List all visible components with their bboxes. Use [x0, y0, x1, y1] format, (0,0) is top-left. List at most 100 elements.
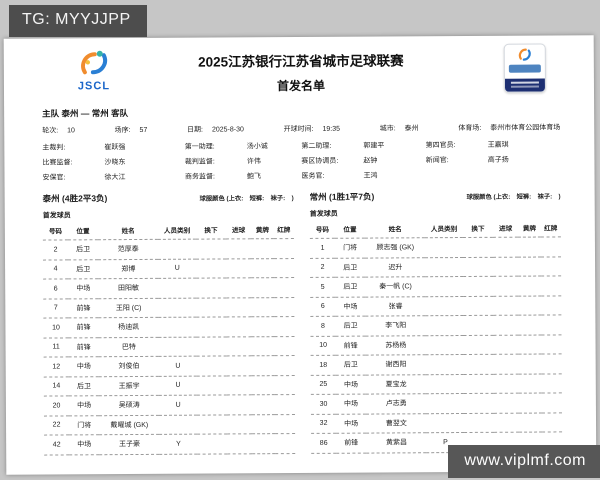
cell-red: [541, 334, 562, 355]
jscl-logo: JSCL: [64, 49, 124, 92]
cell-yellow: [251, 316, 275, 337]
cell-red: [274, 355, 295, 376]
cell-category: [158, 317, 197, 337]
cell-yellow: [519, 373, 542, 394]
cell-position: 后卫: [68, 259, 99, 279]
pair-label: 城市:: [379, 125, 396, 133]
cell-substituted: [196, 258, 227, 279]
cell-position: 门将: [334, 238, 366, 258]
pair-value: 鲍飞: [246, 173, 261, 181]
cell-substituted: [463, 393, 495, 414]
col-substituted: 换下: [462, 220, 494, 238]
table-row: 14 后卫 王振宇 U: [43, 375, 295, 397]
table-row: 1 门将 顾志强 (GK): [309, 236, 562, 258]
cell-position: 后卫: [335, 355, 366, 375]
cell-substituted: [463, 315, 494, 336]
col-yellow: 黄牌: [251, 222, 274, 239]
pair-value: 王嘉琪: [487, 141, 509, 149]
cell-name: 李飞阳: [365, 315, 426, 336]
cell-position: 前锋: [336, 433, 367, 453]
cell-number: 6: [43, 278, 69, 299]
label-value-pair: 主裁判: 崔跃强: [42, 142, 184, 153]
cell-red: [274, 336, 295, 356]
cell-name: 王振宇: [98, 375, 160, 396]
cell-position: 后卫: [335, 277, 366, 297]
home-table-body: 2 后卫 范厚泰 4 后卫 郑博 U 6 中场 田阳敏 7 前锋 王阳 (C): [42, 238, 296, 455]
away-players-table: 号码 位置 姓名 人员类别 换下 进球 黄牌 红牌 1 门将 顾志强 (GK): [309, 220, 563, 453]
cell-name: 苏杨杨: [365, 335, 427, 356]
cell-position: 后卫: [335, 257, 366, 278]
cell-goals: [493, 354, 520, 374]
cell-red: [273, 277, 295, 298]
cell-yellow: [252, 394, 275, 415]
col-name: 姓名: [365, 221, 426, 239]
match-info-row: 轮次: 10 场序: 57 日期: 2025-8-30 开球时间: 19:35 …: [42, 122, 560, 135]
team-tables: 泰州 (4胜2平3负) 球服颜色 (上衣: 短裤: 袜子: ) 首发球员 号码 …: [43, 189, 563, 455]
cell-category: [425, 296, 464, 316]
cell-substituted: [195, 238, 227, 259]
table-row: 11 前锋 巴特: [43, 336, 295, 358]
cell-goals: [493, 295, 519, 316]
cell-position: 后卫: [68, 376, 100, 396]
label-value-pair: 新闻官: 高子扬: [426, 154, 561, 165]
cell-substituted: [463, 373, 495, 394]
table-row: 18 后卫 谢西阳: [310, 353, 562, 375]
cell-red: [274, 433, 296, 454]
telegram-watermark: TG: MYYJJPP: [9, 5, 147, 37]
table-row: 8 后卫 李飞阳: [310, 314, 562, 336]
table-row: 10 前锋 苏杨杨: [310, 334, 562, 356]
table-row: 12 中场 刘俊伯 U: [43, 355, 295, 377]
cell-position: 中场: [335, 296, 366, 317]
cell-name: 戴曜城 (GK): [99, 414, 160, 435]
col-category: 人员类别: [425, 221, 463, 238]
cell-yellow: [518, 334, 542, 355]
col-name: 姓名: [98, 222, 159, 240]
cell-name: 迟升: [365, 257, 426, 278]
cell-name: 杨迪凯: [98, 317, 159, 338]
cell-number: 2: [42, 239, 69, 260]
document-header: JSCL 2025江苏银行江苏省城市足球联赛 首发名单: [42, 43, 560, 106]
col-position: 位置: [67, 223, 99, 240]
cell-position: 前锋: [68, 298, 99, 318]
cell-position: 中场: [68, 356, 99, 377]
table-row: 42 中场 王子豪 Y: [44, 433, 296, 455]
cell-category: [158, 336, 197, 357]
officials-grid: 主裁判: 崔跃强 第一助理: 汤小诚 第二助理: 郭建平 第四官员: 王嘉琪 比…: [42, 139, 560, 182]
col-substituted: 换下: [195, 222, 227, 240]
cell-red: [541, 392, 562, 413]
sponsor-badge-footer: [504, 78, 546, 92]
cell-name: 田阳敏: [98, 278, 159, 299]
label-value-pair: 裁判监督: 许伟: [185, 156, 302, 167]
cell-name: 夏宝龙: [365, 374, 427, 395]
cell-yellow: [518, 276, 542, 296]
cell-number: 11: [43, 337, 69, 358]
cell-category: [425, 276, 464, 297]
pair-label: 新闻官:: [425, 157, 449, 165]
cell-substituted: [462, 237, 494, 258]
cell-goals: [227, 414, 253, 434]
pair-value: 赵钟: [363, 157, 378, 165]
cell-number: 18: [310, 355, 336, 375]
label-value-pair: 比赛监督: 沙晓东: [42, 157, 184, 168]
label-value-pair: 安保官: 徐大江: [42, 172, 184, 183]
away-team-section: 常州 (1胜1平7负) 球服颜色 (上衣: 短裤: 袜子: ) 首发球员 号码 …: [310, 189, 563, 453]
cell-category: [425, 237, 464, 258]
col-goals: 进球: [225, 222, 252, 239]
cell-number: 25: [310, 374, 336, 395]
cell-goals: [226, 336, 252, 356]
home-team-header: 泰州 (4胜2平3负) 球服颜色 (上衣: 短裤: 袜子: ): [43, 191, 294, 205]
cell-number: 6: [310, 296, 336, 317]
cell-yellow: [251, 258, 274, 278]
col-number: 号码: [42, 223, 68, 241]
label-value-pair: 场序: 57: [115, 125, 148, 135]
cell-position: 前锋: [335, 335, 366, 356]
cell-red: [541, 353, 562, 374]
cell-substituted: [196, 277, 227, 298]
away-kit-label: 球服颜色 (上衣: 短裤: 袜子: ): [466, 193, 561, 201]
away-starters-label: 首发球员: [309, 210, 338, 218]
cell-category: U: [158, 258, 197, 279]
table-row: 4 后卫 郑博 U: [43, 258, 295, 280]
cell-red: [274, 316, 295, 337]
label-value-pair: 第四官员: 王嘉琪: [426, 139, 561, 150]
cell-position: 后卫: [67, 239, 99, 260]
